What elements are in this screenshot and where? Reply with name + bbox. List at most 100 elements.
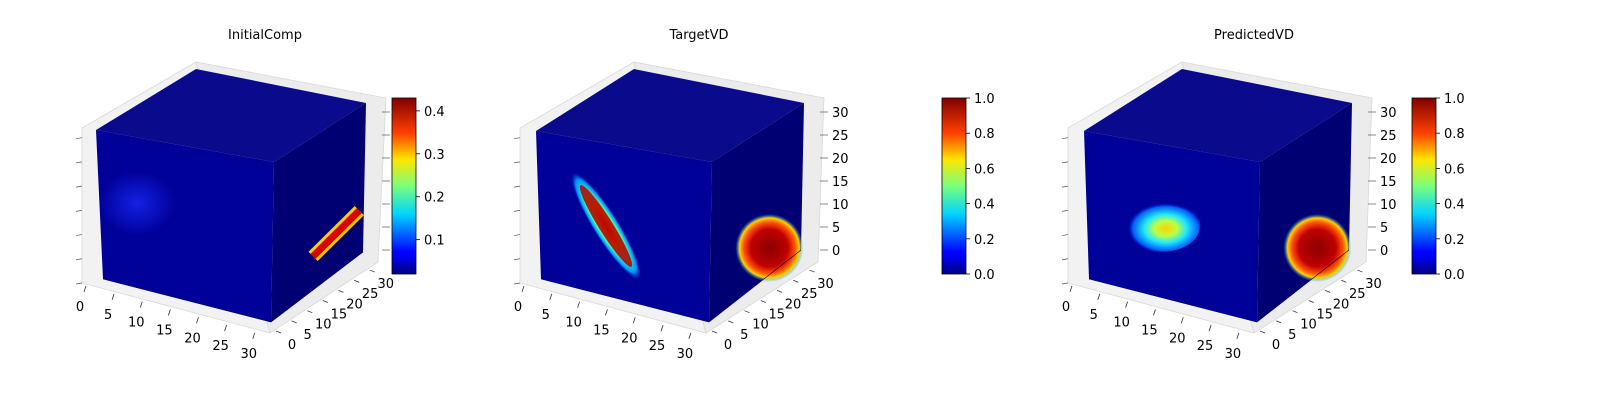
panel-title: PredictedVD xyxy=(1214,28,1294,43)
colorbar-tick-label: 0.6 xyxy=(974,162,995,177)
x-tick xyxy=(111,293,115,300)
y-tick-label: 25 xyxy=(362,287,379,302)
feature-side-streak xyxy=(310,208,362,259)
cube-top-face xyxy=(536,69,804,162)
y-tick xyxy=(711,330,718,334)
z-tick-label: 15 xyxy=(1380,175,1397,190)
y-tick xyxy=(322,300,329,303)
z-tick-left xyxy=(513,258,521,261)
colorbar-tick-label: 0.3 xyxy=(424,148,445,163)
z-tick-left xyxy=(75,137,83,140)
y-tick xyxy=(1259,330,1266,334)
z-tick-left xyxy=(1061,161,1069,164)
y-tick xyxy=(728,320,734,324)
z-tick-label: 25 xyxy=(1380,129,1397,144)
colorbar-tick-label: 0.4 xyxy=(974,198,995,213)
x-tick xyxy=(521,285,525,293)
colorbar xyxy=(1411,97,1437,275)
y-tick-label: 30 xyxy=(377,277,394,292)
colorbar-tick-label: 0.2 xyxy=(1444,233,1465,248)
x-tick-label: 0 xyxy=(514,300,522,315)
y-tick-label: 25 xyxy=(801,287,818,302)
x-tick-label: 20 xyxy=(184,331,201,346)
y-tick xyxy=(307,310,313,314)
z-tick-left xyxy=(1061,137,1069,140)
y-tick-label: 5 xyxy=(303,328,311,343)
colorbar-tick-label: 0.1 xyxy=(424,234,445,249)
colorbar-tick-label: 0.0 xyxy=(1444,268,1465,283)
feature-front-blob xyxy=(1123,200,1201,252)
x-tick xyxy=(1097,293,1101,300)
cube-edge xyxy=(540,249,802,323)
y-tick xyxy=(1292,310,1298,314)
x-tick xyxy=(83,285,87,293)
panel-title: InitialComp xyxy=(228,28,302,43)
x-tick xyxy=(688,332,692,340)
y-tick-label: 5 xyxy=(740,328,748,343)
y-tick-label: 30 xyxy=(817,277,834,292)
y-tick-label: 0 xyxy=(288,338,296,353)
z-tick-label: 10 xyxy=(832,198,849,213)
cube-top-face xyxy=(96,69,366,162)
y-tick-label: 20 xyxy=(785,297,802,312)
panel-initialcomp: InitialComp0510152025300510152025300.10.… xyxy=(76,28,445,362)
feature-side-blob xyxy=(1283,213,1352,282)
z-tick-left xyxy=(513,234,521,236)
y-tick xyxy=(369,269,375,273)
x-tick-label: 30 xyxy=(240,347,257,362)
z-tick-left xyxy=(1061,258,1069,261)
y-tick xyxy=(1276,320,1282,324)
z-tick-left xyxy=(513,209,521,212)
x-tick-label: 5 xyxy=(104,308,112,323)
z-tick-left xyxy=(75,185,83,188)
x-tick-label: 15 xyxy=(1141,323,1158,338)
z-tick-left xyxy=(1061,185,1069,188)
z-tick-left xyxy=(75,209,83,212)
z-tick-left xyxy=(1061,209,1069,212)
y-tick-label: 25 xyxy=(1349,287,1366,302)
voxel-grid-side xyxy=(1257,103,1352,322)
x-tick-label: 30 xyxy=(1225,347,1242,362)
x-tick xyxy=(1208,324,1212,332)
z-tick-left xyxy=(75,161,83,164)
x-tick xyxy=(252,332,256,340)
x-tick-label: 10 xyxy=(565,316,582,331)
z-tick-left xyxy=(513,137,521,140)
x-tick-label: 30 xyxy=(677,347,694,362)
x-tick-label: 15 xyxy=(593,323,610,338)
z-tick-label: 20 xyxy=(832,152,849,167)
x-tick-label: 25 xyxy=(649,339,666,354)
y-tick xyxy=(291,320,297,324)
z-tick-left xyxy=(513,161,521,164)
x-tick xyxy=(1236,332,1240,340)
colorbar xyxy=(941,97,967,275)
x-tick xyxy=(224,324,228,332)
y-tick xyxy=(1341,279,1347,283)
x-tick-label: 15 xyxy=(156,323,173,338)
z-tick-label: 5 xyxy=(832,221,840,236)
y-tick-label: 15 xyxy=(1316,308,1333,323)
x-tick xyxy=(605,309,608,316)
x-tick xyxy=(1069,285,1073,293)
y-tick-label: 30 xyxy=(1365,277,1382,292)
x-tick xyxy=(660,324,664,332)
x-tick xyxy=(196,317,199,324)
y-tick xyxy=(338,290,344,293)
x-tick-label: 20 xyxy=(621,331,638,346)
y-tick xyxy=(1357,269,1363,273)
y-tick xyxy=(1324,290,1331,293)
x-tick-label: 10 xyxy=(128,316,145,331)
x-tick-label: 25 xyxy=(212,339,229,354)
x-tick-label: 5 xyxy=(542,308,550,323)
y-tick xyxy=(353,279,360,283)
y-tick xyxy=(275,330,282,334)
colorbar xyxy=(391,97,417,275)
colorbar-tick-label: 0.2 xyxy=(974,233,995,248)
y-tick xyxy=(1308,300,1314,303)
y-tick-label: 10 xyxy=(315,318,332,333)
y-tick-label: 5 xyxy=(1288,328,1296,343)
feature-front-blob xyxy=(98,170,176,236)
z-tick-label: 20 xyxy=(1380,152,1397,167)
x-tick-label: 20 xyxy=(1169,331,1186,346)
